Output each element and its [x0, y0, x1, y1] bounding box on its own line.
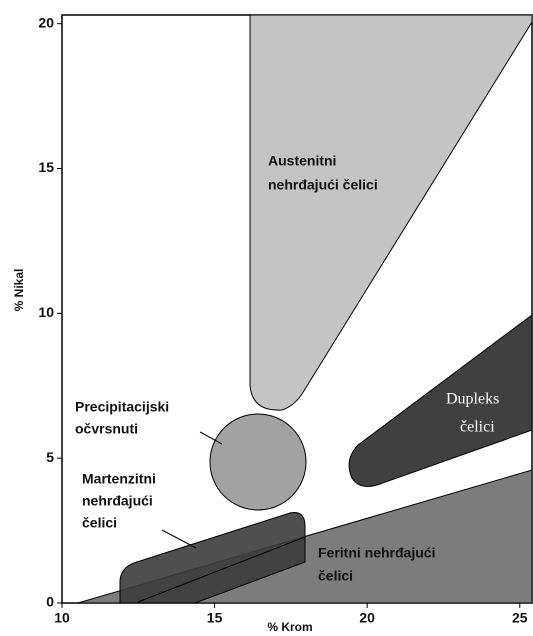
- y-axis-label: % Nikal: [12, 269, 26, 312]
- x-axis-label: % Krom: [267, 620, 312, 634]
- region-label: čelici: [318, 568, 353, 584]
- y-tick-label: 10: [38, 304, 54, 320]
- y-tick-label: 20: [38, 14, 54, 30]
- y-tick-label: 5: [46, 449, 54, 465]
- region-label: Precipitacijski: [75, 399, 169, 415]
- pointer: [161, 529, 197, 549]
- region-label: Martenzitni: [82, 471, 156, 487]
- x-tick-label: 10: [54, 610, 70, 626]
- martensitic-region: [119, 512, 306, 604]
- y-tick-label: 0: [46, 594, 54, 610]
- y-tick-label: 15: [38, 159, 54, 175]
- region-label: nehrđajući čelici: [268, 177, 378, 193]
- x-tick-label: 25: [512, 610, 528, 626]
- austenitic-region: [249, 14, 533, 411]
- region-label: Dupleks: [446, 391, 499, 408]
- region-label: Feritni nehrđajući: [318, 545, 435, 561]
- region-label: očvrsnuti: [75, 421, 138, 437]
- region-label: Austenitni: [268, 153, 336, 169]
- region-label: čelici: [82, 515, 117, 531]
- boundary-line: [137, 536, 306, 603]
- region-label: čelici: [460, 419, 495, 436]
- precipitation-region: [209, 413, 307, 511]
- x-tick-label: 20: [359, 610, 375, 626]
- pointer: [199, 431, 223, 445]
- x-tick-label: 15: [207, 610, 223, 626]
- duplex-region: [348, 314, 533, 487]
- region-label: nehrđajući: [82, 493, 153, 509]
